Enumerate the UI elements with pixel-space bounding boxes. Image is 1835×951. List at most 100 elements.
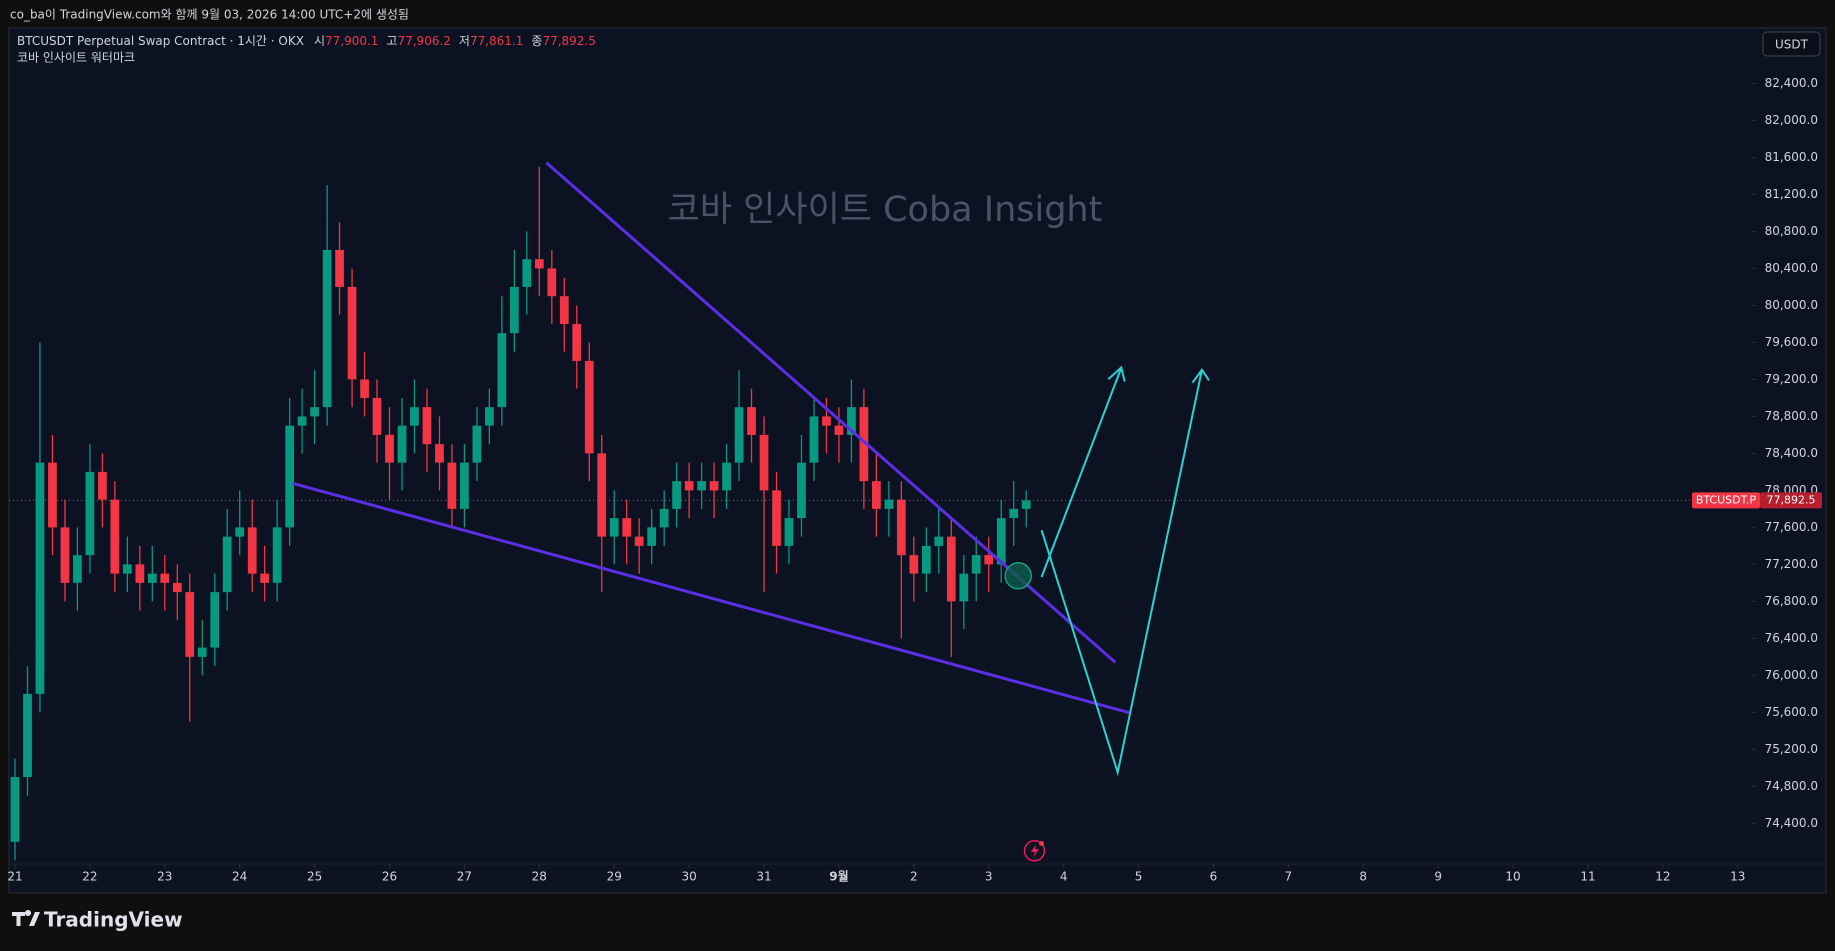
candle-body (110, 499, 120, 574)
candle-body (397, 425, 407, 463)
currency-button[interactable] (1762, 31, 1821, 57)
candle-body (534, 259, 544, 269)
candle-body (647, 527, 657, 546)
candle-body (822, 416, 831, 426)
candle-body (547, 268, 557, 297)
candle-body (709, 481, 719, 491)
candle-body (235, 527, 245, 537)
y-tick-label: 76,400.0 (1765, 631, 1818, 645)
x-tick-label: 21 (7, 870, 22, 884)
candle-body (847, 407, 856, 435)
y-tick-label: 76,000.0 (1765, 668, 1818, 682)
candle-body (697, 481, 707, 491)
legend-value: 77,892.5 (542, 34, 595, 48)
candle-body (497, 333, 507, 408)
y-tick-label: 77,200.0 (1765, 557, 1818, 571)
candle-body (347, 286, 357, 380)
candle-body (335, 249, 344, 287)
candle-body (1021, 500, 1031, 509)
candle-body (60, 527, 70, 583)
y-tick-label: 74,400.0 (1765, 816, 1818, 830)
candle-body (10, 777, 20, 842)
candle-body (884, 499, 894, 509)
event-icon-bolt (1031, 844, 1039, 858)
candle-body (35, 462, 45, 694)
event-icon[interactable] (1023, 840, 1046, 862)
candle-body (410, 407, 419, 426)
legend-name: 시 (314, 34, 325, 48)
x-tick-label: 6 (1210, 870, 1218, 884)
candle-body (609, 518, 619, 537)
candle-body (921, 545, 931, 574)
legend-value: 77,900.1 (325, 34, 378, 48)
candle-body (472, 425, 482, 463)
candle-body (85, 471, 95, 556)
candle-body (484, 407, 494, 426)
arrow-head (1107, 365, 1126, 382)
legend: BTCUSDT Perpetual Swap Contract · 1시간 · … (17, 34, 596, 48)
legend-value: 77,861.1 (470, 34, 523, 48)
candle-body (185, 592, 195, 657)
x-tick-label: 25 (307, 870, 322, 884)
candle-body (48, 462, 57, 528)
x-tick-label: 30 (681, 870, 696, 884)
candle-body (322, 249, 332, 408)
last-price-name-box (1692, 492, 1760, 509)
candle-body (659, 508, 669, 528)
candle-body (984, 555, 994, 565)
candle-body (522, 259, 532, 287)
candle-body (722, 462, 731, 491)
candle-body (584, 360, 594, 454)
candle-body (272, 527, 282, 583)
candle-body (1009, 508, 1019, 519)
event-dot (1039, 841, 1044, 846)
brand: TradingView (44, 908, 183, 932)
candle-body (98, 471, 107, 500)
y-tick-label: 81,600.0 (1765, 150, 1818, 164)
candle-body (247, 527, 257, 574)
legend-name: 종 (531, 34, 542, 48)
candle-body (959, 573, 969, 602)
candle-body (672, 481, 681, 509)
legend-title: BTCUSDT Perpetual Swap Contract · 1시간 · … (17, 34, 304, 48)
x-tick-label: 2 (910, 870, 918, 884)
x-tick-label: 11 (1580, 870, 1595, 884)
plot (9, 166, 1752, 861)
legend-name: 저 (459, 34, 470, 48)
candle-body (147, 573, 157, 583)
candle-body (210, 592, 220, 648)
last-price-label: 77,892.5 (1767, 493, 1816, 506)
candle-body (797, 462, 806, 519)
y-tick-label: 77,600.0 (1765, 520, 1818, 534)
last-price-name: BTCUSDT.P (1696, 493, 1757, 506)
candle-body (934, 536, 944, 546)
x-tick-label: 31 (756, 870, 771, 884)
candle-body (996, 518, 1006, 565)
x-tick-label: 26 (382, 870, 397, 884)
trendline (292, 481, 1130, 715)
x-tick-label: 28 (532, 870, 547, 884)
y-tick-label: 82,000.0 (1765, 113, 1818, 127)
candle-body (859, 407, 869, 482)
x-tick-label: 7 (1285, 870, 1293, 884)
candle-body (435, 444, 444, 463)
y-tick-label: 76,800.0 (1765, 594, 1818, 608)
candle-body (622, 518, 632, 537)
candle-body (747, 407, 756, 435)
candle-body (909, 555, 919, 574)
legend-name: 고 (386, 34, 397, 48)
y-tick-label: 81,200.0 (1765, 187, 1818, 201)
candle-body (122, 564, 132, 574)
candle-body (385, 434, 394, 463)
legend-subtitle: 코바 인사이트 워터마크 (17, 51, 135, 65)
watermark: 코바 인사이트 Coba Insight (668, 190, 1103, 230)
arrow (1040, 369, 1203, 777)
candle-body (572, 323, 582, 361)
candle-body (160, 573, 170, 583)
candle-body (559, 296, 569, 324)
x-tick-label: 13 (1730, 870, 1745, 884)
x-tick-label: 10 (1505, 870, 1520, 884)
y-tick-label: 75,200.0 (1765, 742, 1818, 756)
candle-body (285, 425, 295, 528)
